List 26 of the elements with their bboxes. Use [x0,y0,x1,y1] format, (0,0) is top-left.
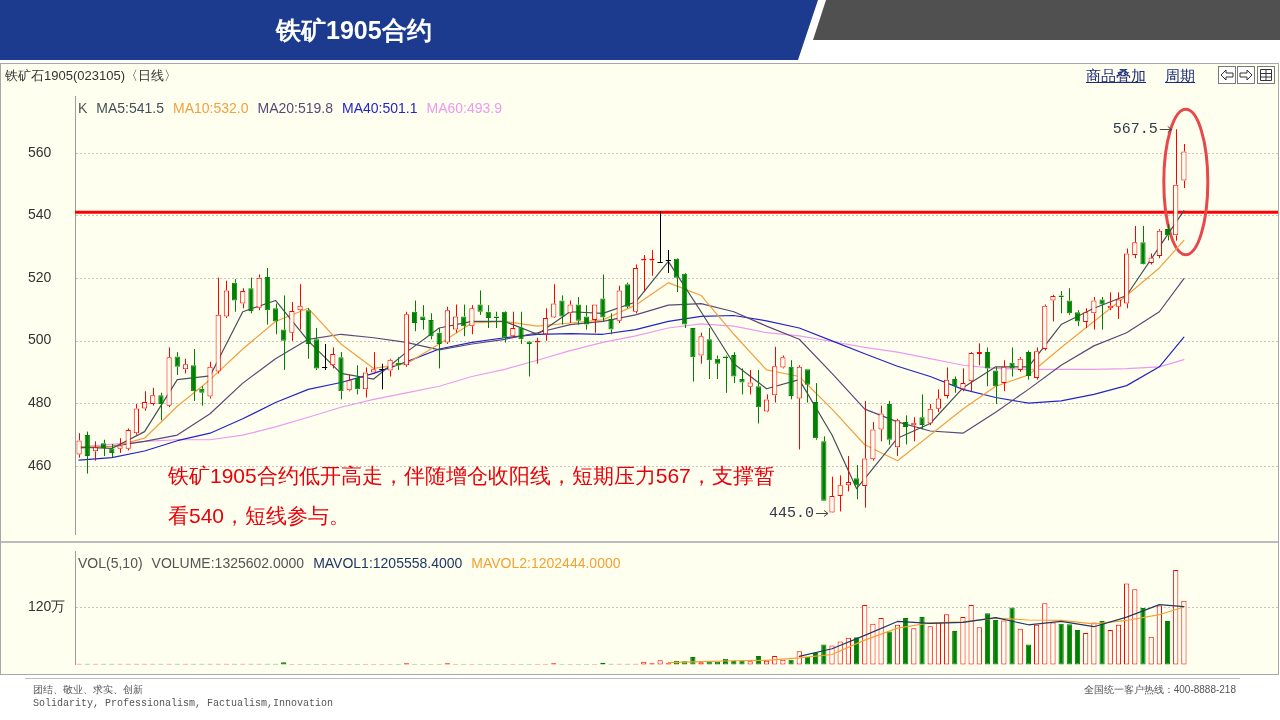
legend-title: VOL(5,10) [78,555,143,572]
text: 商品叠加 [1086,66,1146,86]
chart-title: 铁矿1905合约 [276,15,432,46]
y-tick-label: 520 [28,268,52,285]
annotation: 567.5 [1112,121,1158,139]
annotation: 445.0 [768,505,814,523]
text: MAVOL2:1202444.0000 [471,555,621,572]
y-tick-label: 460 [28,456,52,473]
y-tick-label: 500 [28,331,52,348]
y-tick-label: 480 [28,394,52,410]
y-tick-label: 540 [28,206,52,223]
legend-title: K [78,100,88,117]
text: Solidarity, Professionalism, Factualism,Innovation [33,697,334,710]
y-tick-label: 120万 [28,597,66,614]
y-tick-label: 560 [28,143,52,160]
text: 周期 [1165,66,1195,86]
text: MA60:493.9 [426,100,503,117]
text: 团结、敬业、求实、创新 [33,683,143,696]
text: MA40:501.1 [342,100,418,117]
text: 全国统一客户热线：400-8888-218 [1083,683,1236,696]
chart-subtitle: 铁矿石1905(023105)〈日线〉 [5,67,177,85]
text: MAVOL1:1205558.4000 [313,555,463,572]
annotation: VOLUME:1325602.0000 [151,555,305,572]
text: MA20:519.8 [257,100,334,117]
text: MA10:532.0 [173,100,249,117]
text: MA5:541.5 [96,100,165,117]
